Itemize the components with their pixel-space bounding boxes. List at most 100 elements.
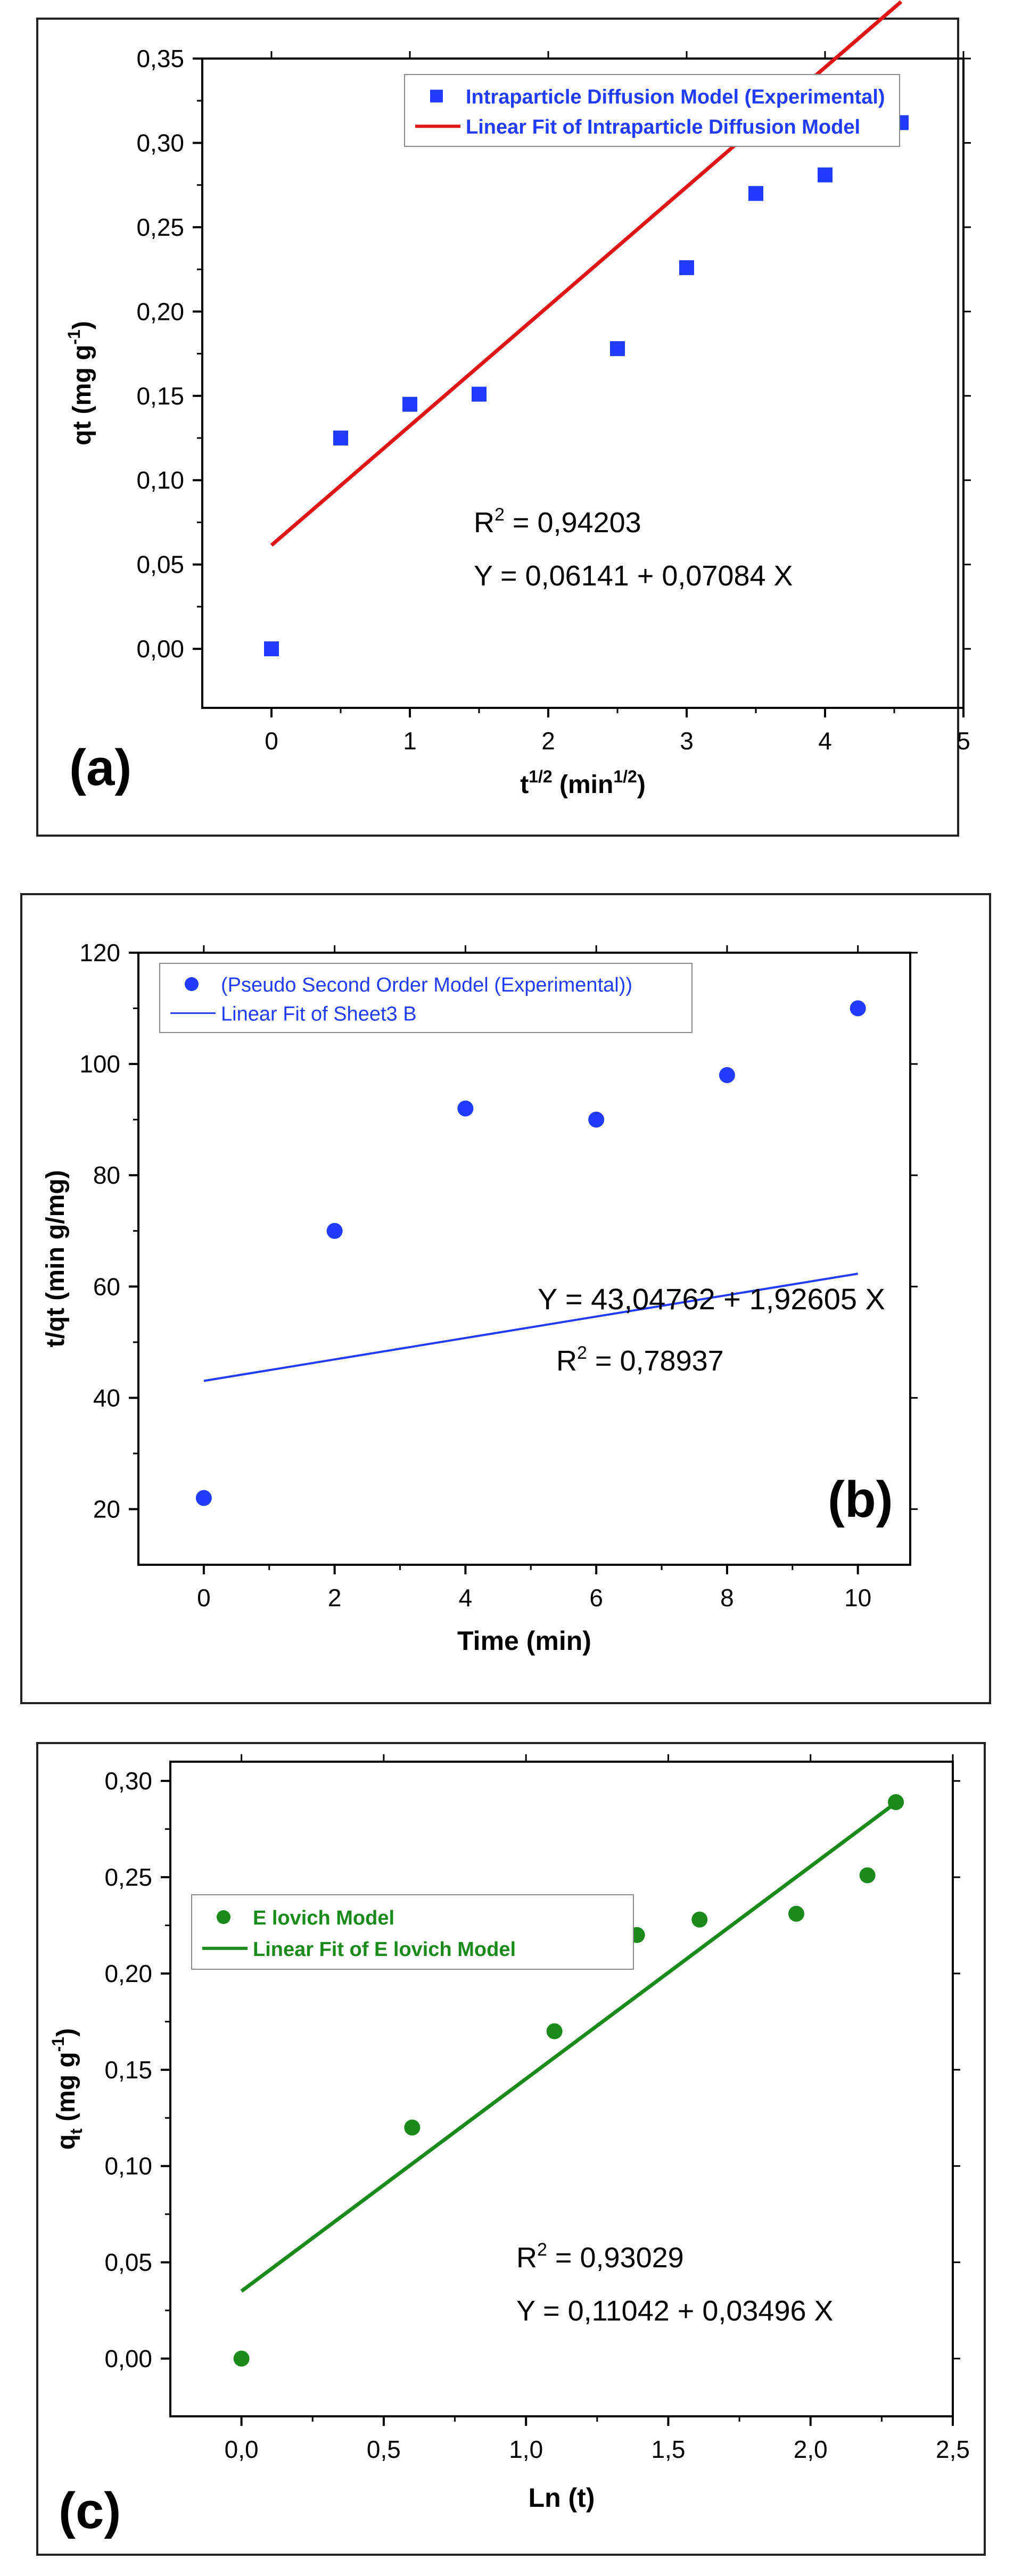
- y-tick-label: 120: [79, 939, 120, 967]
- data-point: [472, 386, 487, 402]
- x-axis-label-sup: 1/2: [529, 767, 552, 786]
- x-axis-label: t1/2 (min1/2): [520, 767, 646, 799]
- y-tick-label: 0,05: [104, 2249, 152, 2276]
- annotation-r2-value: = 0,94203: [505, 507, 641, 539]
- legend-box: [191, 1894, 634, 1970]
- outer-frame: [36, 1742, 986, 2556]
- data-point: [588, 1111, 605, 1128]
- x-axis-label: Ln (t): [529, 2483, 595, 2513]
- x-tick-label: 0,5: [367, 2435, 401, 2463]
- y-axis-label-main: q: [52, 2134, 80, 2150]
- x-tick-label: 4: [818, 727, 832, 755]
- x-axis-label-main: t: [520, 771, 529, 799]
- y-tick-label: 60: [93, 1273, 120, 1300]
- annotation-r2: R2 = 0,78937: [556, 1343, 724, 1377]
- x-tick-label: 4: [459, 1584, 473, 1612]
- y-tick-label: 20: [93, 1495, 120, 1523]
- x-axis-label-tail: ): [637, 771, 646, 799]
- data-point: [457, 1100, 474, 1117]
- data-point: [610, 341, 625, 357]
- data-point: [888, 1794, 904, 1810]
- y-axis-label-tail: ): [68, 321, 96, 329]
- x-tick-label: 1,5: [651, 2435, 685, 2463]
- y-tick-label: 100: [79, 1050, 120, 1078]
- legend-marker: [217, 1910, 230, 1924]
- panel-label: (a): [69, 739, 131, 796]
- plot-area: [137, 952, 911, 1566]
- x-tick-label: 2: [328, 1584, 342, 1612]
- y-axis-label-sup: -1: [64, 329, 84, 344]
- x-tick-label: 10: [844, 1584, 871, 1612]
- y-axis-label: qt (mg g-1): [48, 2028, 86, 2150]
- x-tick-label: 2,5: [936, 2435, 970, 2463]
- chart-b-svg: 0 2 4 6 8 10 20 40 60 80 100 120 (Pseudo Second Orde…: [20, 893, 991, 1704]
- x-tick-label: 6: [589, 1584, 603, 1612]
- y-tick-label: 80: [93, 1161, 120, 1189]
- data-point: [326, 1223, 343, 1239]
- x-tick-label: 5: [957, 727, 970, 755]
- data-point: [402, 397, 417, 412]
- annotation-r2: R2 = 0,94203: [474, 505, 641, 539]
- y-axis-label-tail: (mg g: [52, 2052, 80, 2128]
- legend-box: [159, 963, 693, 1033]
- x-tick-label: 2: [541, 727, 555, 755]
- data-point: [679, 260, 694, 275]
- plot-area: [169, 1761, 954, 2417]
- data-point: [788, 1905, 804, 1922]
- legend-scatter-label: Intraparticle Diffusion Model (Experimen…: [466, 86, 885, 109]
- x-tick-label: 0: [265, 727, 278, 755]
- panel-a: 0 1 2 3 4 5 0,00 0,05 0,10 0,15 0,20 0,25 0,30 0,35 In…: [0, 0, 1022, 852]
- x-tick-label: 0,0: [225, 2435, 259, 2463]
- data-point: [195, 1490, 212, 1506]
- y-tick-label: 0,00: [104, 2344, 152, 2372]
- y-tick-label: 0,25: [104, 1863, 152, 1891]
- y-axis-label: t/qt (min g/mg): [42, 1170, 70, 1347]
- outer-frame: [36, 18, 959, 837]
- panel-b: 0 2 4 6 8 10 20 40 60 80 100 120 (Pseudo Second Orde…: [0, 873, 1022, 1724]
- annotation-r2-sup: 2: [537, 2240, 547, 2260]
- panel-label: (c): [59, 2482, 121, 2539]
- y-tick-label: 0,20: [136, 298, 184, 325]
- annotation-r2-prefix: R: [474, 507, 494, 539]
- y-tick-label: 0,30: [104, 1767, 152, 1795]
- data-point: [546, 2023, 563, 2040]
- data-point: [333, 430, 348, 445]
- legend-marker: [185, 977, 199, 991]
- legend-line-label: Linear Fit of E lovich Model: [253, 1938, 516, 1961]
- y-tick-label: 0,10: [104, 2152, 152, 2180]
- y-tick-label: 0,15: [104, 2056, 152, 2084]
- data-point: [818, 167, 833, 183]
- fit-line: [203, 1273, 859, 1382]
- y-tick-label: 0,10: [136, 466, 184, 494]
- x-tick-label: 2,0: [794, 2435, 828, 2463]
- plot-area: [201, 57, 965, 709]
- y-tick-label: 0,00: [136, 635, 184, 663]
- x-tick-label: 8: [720, 1584, 734, 1612]
- x-axis-label-sup: 1/2: [613, 767, 637, 786]
- x-axis-label: Time (min): [457, 1626, 591, 1656]
- legend-scatter-label: E lovich Model: [253, 1907, 394, 1929]
- y-tick-label: 0,05: [136, 551, 184, 579]
- annotation-r2-prefix: R: [556, 1345, 577, 1377]
- y-tick-label: 0,15: [136, 382, 184, 410]
- legend-marker: [430, 89, 443, 103]
- data-point: [719, 1067, 735, 1083]
- y-axis-label-main: qt (mg g: [68, 345, 96, 445]
- data-point: [850, 1000, 866, 1017]
- annotation-equation: Y = 0,11042 + 0,03496 X: [516, 2295, 834, 2327]
- annotation-r2-value: = 0,93029: [547, 2242, 684, 2274]
- legend-line-label: Linear Fit of Sheet3 B: [221, 1003, 417, 1026]
- fit-line: [240, 1801, 897, 2293]
- annotation-r2: R2 = 0,93029: [516, 2240, 684, 2274]
- data-point: [233, 2350, 250, 2367]
- y-tick-label: 0,25: [136, 213, 184, 241]
- chart-c-svg: 0,0 0,5 1,0 1,5 2,0 2,5 0,00 0,05 0,10 0,15 0,20 0,…: [36, 1742, 986, 2556]
- legend-scatter-label: (Pseudo Second Order Model (Experimental…: [221, 974, 632, 996]
- x-axis-label-mid: (min: [553, 771, 614, 799]
- annotation-r2-prefix: R: [516, 2242, 537, 2274]
- legend-line-label: Linear Fit of Intraparticle Diffusion Mo…: [466, 116, 860, 138]
- annotation-r2-sup: 2: [494, 505, 505, 525]
- annotation-r2-sup: 2: [577, 1343, 587, 1363]
- data-point: [748, 186, 763, 201]
- data-point: [404, 2119, 421, 2136]
